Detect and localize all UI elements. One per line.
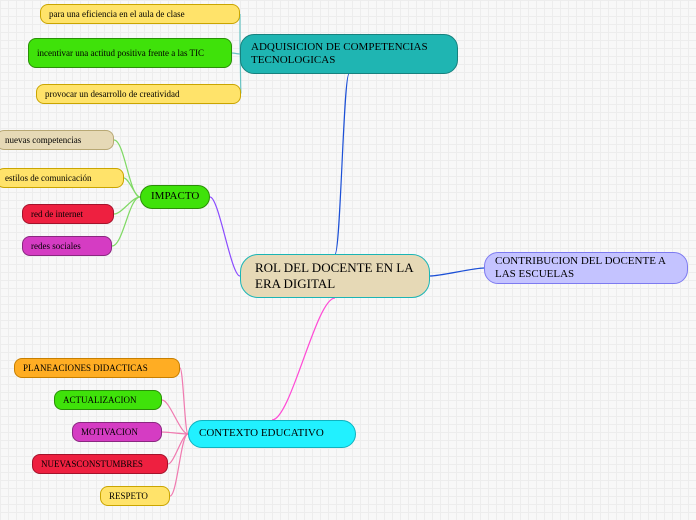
- node-ctx-c1[interactable]: PLANEACIONES DIDACTICAS: [14, 358, 180, 378]
- node-ctx-c4-label: NUEVASCONSTUMBRES: [41, 459, 143, 470]
- node-ctx-c1-label: PLANEACIONES DIDACTICAS: [23, 363, 148, 374]
- node-imp-c2[interactable]: estilos de comunicación: [0, 168, 124, 188]
- node-adq-c2[interactable]: incentivar una actitud positiva frente a…: [28, 38, 232, 68]
- node-adq-c1[interactable]: para una eficiencia en el aula de clase: [40, 4, 240, 24]
- node-imp-c3[interactable]: red de internet: [22, 204, 114, 224]
- node-adq-c3[interactable]: provocar un desarrollo de creatividad: [36, 84, 241, 104]
- node-adq-c1-label: para una eficiencia en el aula de clase: [49, 9, 185, 20]
- node-contrib-label: CONTRIBUCION DEL DOCENTE A LAS ESCUELAS: [495, 255, 677, 281]
- mindmap-stage: { "background": { "grid_color": "#ededed…: [0, 0, 696, 520]
- node-imp-c4[interactable]: redes sociales: [22, 236, 112, 256]
- node-adquisicion[interactable]: ADQUISICION DE COMPETENCIAS TECNOLOGICAS: [240, 34, 458, 74]
- node-root[interactable]: ROL DEL DOCENTE EN LA ERA DIGITAL: [240, 254, 430, 298]
- node-contrib[interactable]: CONTRIBUCION DEL DOCENTE A LAS ESCUELAS: [484, 252, 688, 284]
- node-ctx-c4[interactable]: NUEVASCONSTUMBRES: [32, 454, 168, 474]
- node-ctx-c3[interactable]: MOTIVACION: [72, 422, 162, 442]
- node-ctx-c5-label: RESPETO: [109, 491, 148, 502]
- node-adq-c3-label: provocar un desarrollo de creatividad: [45, 89, 179, 100]
- node-adquisicion-label: ADQUISICION DE COMPETENCIAS TECNOLOGICAS: [251, 41, 447, 67]
- node-impacto[interactable]: IMPACTO: [140, 185, 210, 209]
- node-ctx-c2-label: ACTUALIZACION: [63, 395, 137, 406]
- node-impacto-label: IMPACTO: [151, 190, 199, 203]
- node-adq-c2-label: incentivar una actitud positiva frente a…: [37, 48, 204, 59]
- node-root-label: ROL DEL DOCENTE EN LA ERA DIGITAL: [255, 260, 415, 291]
- node-imp-c2-label: estilos de comunicación: [5, 173, 91, 184]
- node-contexto[interactable]: CONTEXTO EDUCATIVO: [188, 420, 356, 448]
- node-contexto-label: CONTEXTO EDUCATIVO: [199, 427, 324, 440]
- node-imp-c3-label: red de internet: [31, 209, 83, 220]
- node-imp-c1[interactable]: nuevas competencias: [0, 130, 114, 150]
- node-imp-c1-label: nuevas competencias: [5, 135, 81, 146]
- node-ctx-c5[interactable]: RESPETO: [100, 486, 170, 506]
- node-ctx-c3-label: MOTIVACION: [81, 427, 138, 438]
- node-imp-c4-label: redes sociales: [31, 241, 81, 252]
- node-ctx-c2[interactable]: ACTUALIZACION: [54, 390, 162, 410]
